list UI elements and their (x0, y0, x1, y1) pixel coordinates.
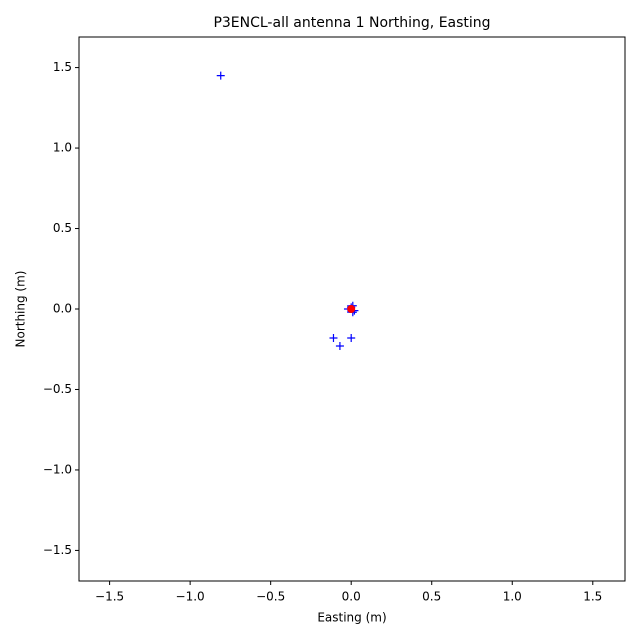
y-tick-label: 1.0 (53, 141, 72, 155)
x-tick-label: 1.5 (583, 590, 602, 604)
x-tick-label: 0.5 (422, 590, 441, 604)
y-tick-label: −0.5 (43, 382, 72, 396)
y-tick-label: 1.5 (53, 60, 72, 74)
x-tick-label: −1.0 (176, 590, 205, 604)
point (335, 342, 344, 351)
point (329, 333, 338, 342)
y-tick-label: 0.0 (53, 302, 72, 316)
x-tick-label: −0.5 (256, 590, 285, 604)
x-axis-label: Easting (m) (317, 611, 386, 625)
x-tick-label: 0.0 (342, 590, 361, 604)
chart-title: P3ENCL-all antenna 1 Northing, Easting (213, 15, 490, 31)
y-axis-label: Northing (m) (14, 271, 28, 348)
y-tick-label: −1.5 (43, 543, 72, 557)
point (347, 305, 356, 313)
y-tick-label: 0.5 (53, 221, 72, 235)
x-tick-label: −1.5 (95, 590, 124, 604)
x-tick-label: 1.0 (503, 590, 522, 604)
point (347, 333, 356, 342)
point (216, 71, 225, 80)
y-tick-label: −1.0 (43, 462, 72, 476)
